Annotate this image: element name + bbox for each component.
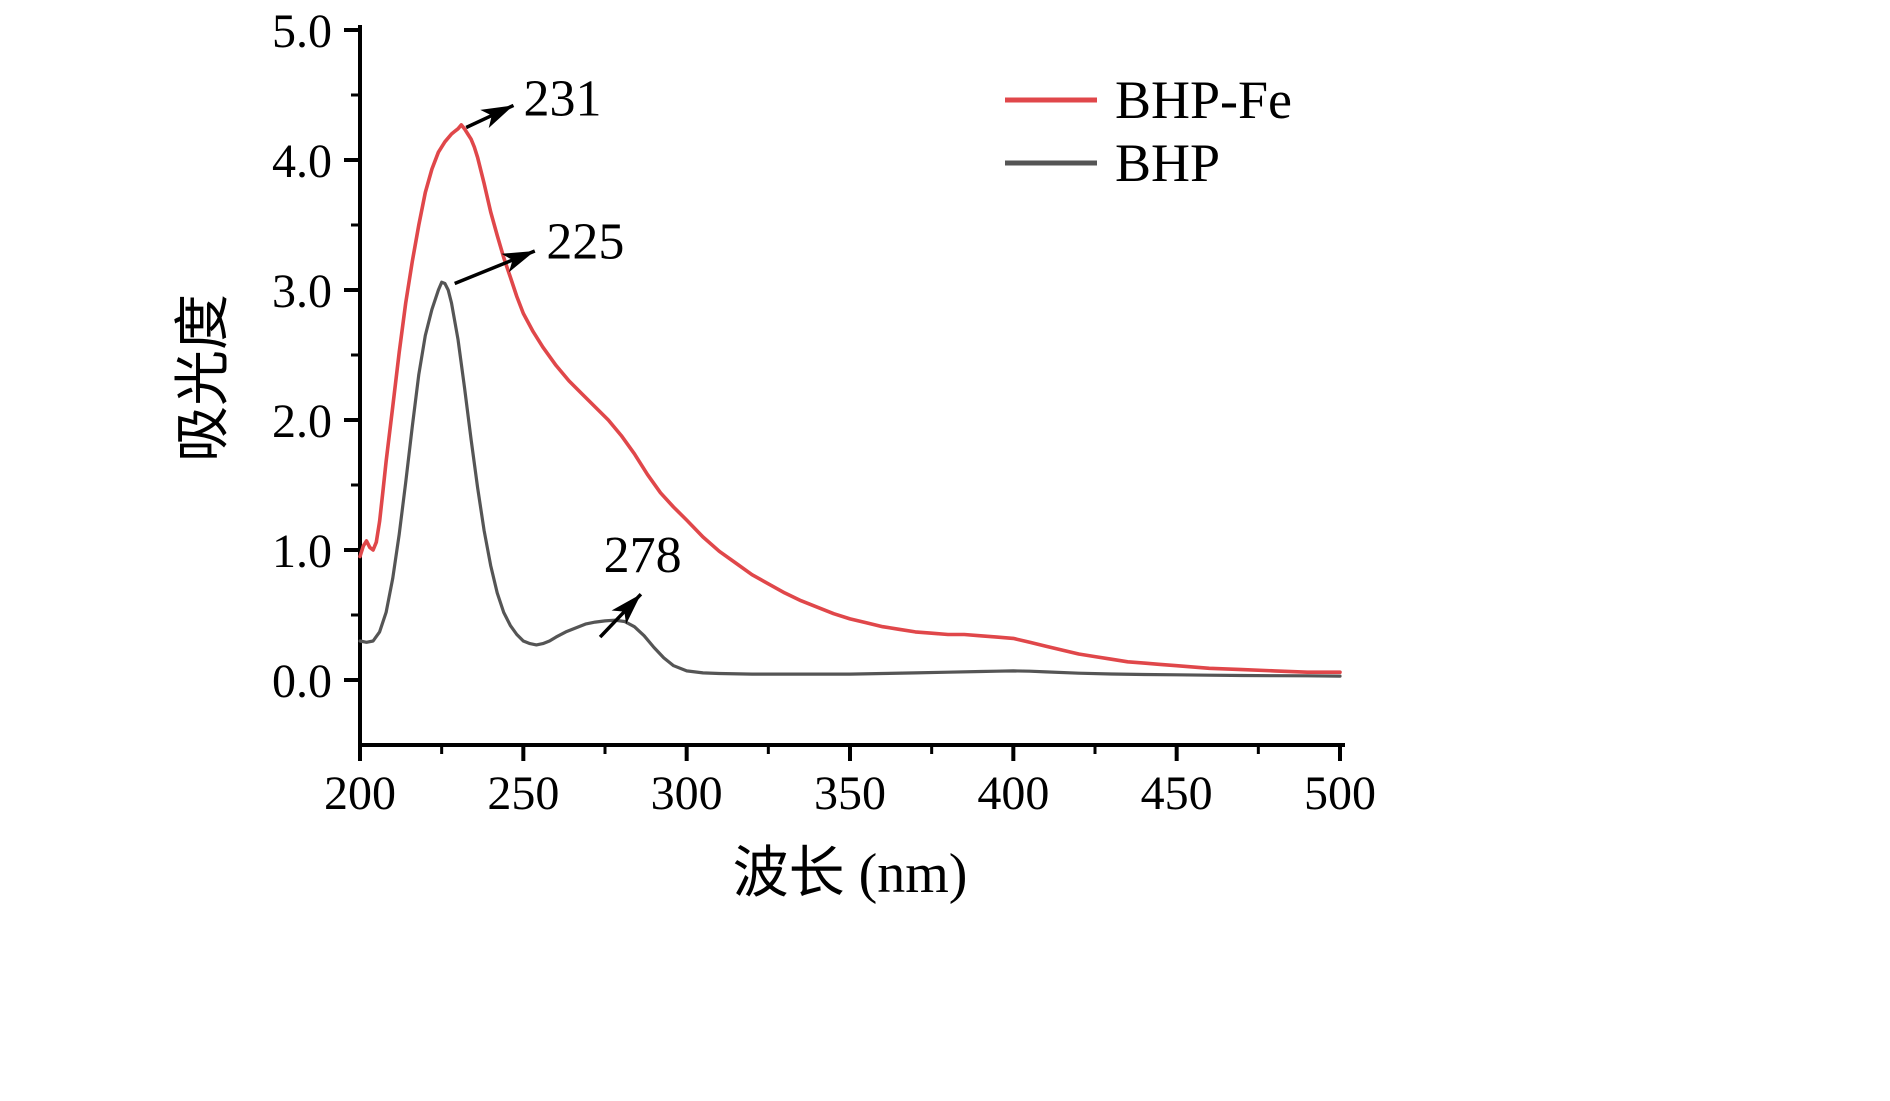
x-tick-label: 400 (977, 767, 1049, 820)
x-tick-label: 250 (487, 767, 559, 820)
annotation-arrow-278 (598, 592, 643, 639)
y-axis-label: 吸光度 (173, 294, 235, 462)
x-axis-label: 波长 (nm) (733, 843, 968, 905)
y-tick-label: 5.0 (272, 5, 332, 58)
x-tick-label: 200 (324, 767, 396, 820)
y-tick-label: 1.0 (272, 525, 332, 578)
y-tick-label: 0.0 (272, 655, 332, 708)
legend-label-BHP-Fe: BHP-Fe (1115, 70, 1292, 130)
annotation-arrow-225 (454, 249, 536, 286)
x-tick-label: 350 (814, 767, 886, 820)
y-tick-label: 2.0 (272, 395, 332, 448)
legend-label-BHP: BHP (1115, 133, 1220, 193)
series-line-BHP (358, 280, 1342, 678)
x-tick-label: 500 (1304, 767, 1376, 820)
annotation-label-231: 231 (524, 71, 602, 128)
annotation-label-278: 278 (604, 527, 682, 584)
x-tick-label: 450 (1141, 767, 1213, 820)
y-tick-label: 4.0 (272, 135, 332, 188)
series-line-BHP-Fe (358, 123, 1342, 674)
x-tick-label: 300 (651, 767, 723, 820)
annotation-label-225: 225 (546, 214, 624, 271)
annotation-arrow-231 (465, 103, 515, 130)
y-tick-label: 3.0 (272, 265, 332, 318)
